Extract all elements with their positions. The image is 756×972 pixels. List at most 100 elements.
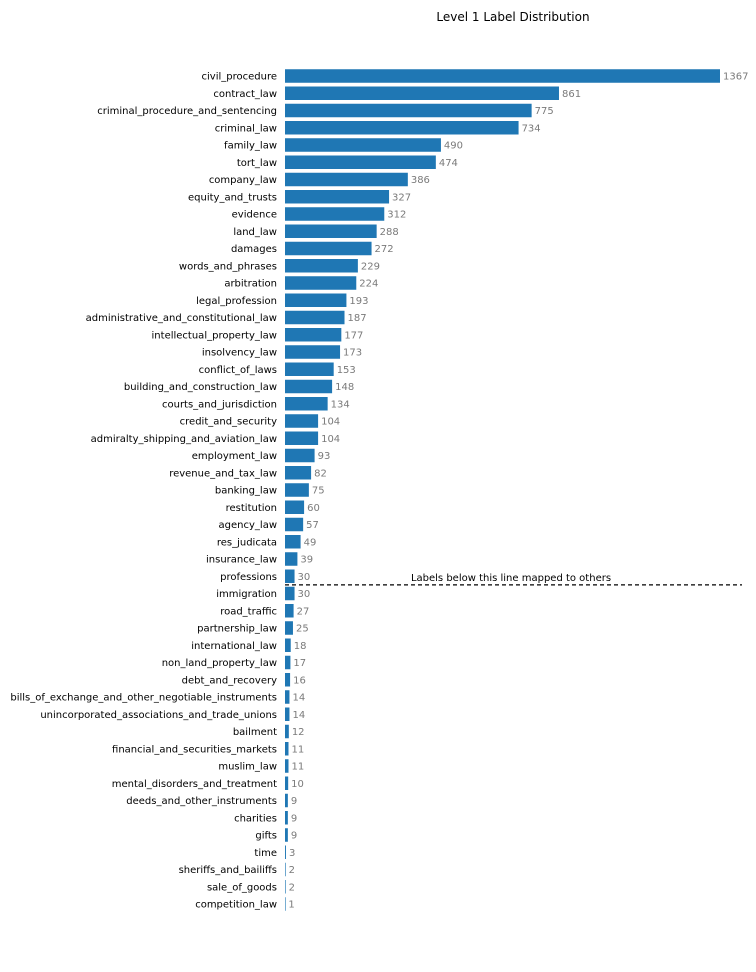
bar-sheriffs-and-bailiffs xyxy=(285,862,286,877)
bar-arbitration xyxy=(285,276,357,290)
category-label: revenue_and_tax_law xyxy=(169,468,277,479)
value-label: 224 xyxy=(359,279,378,290)
bar-non-land-property-law xyxy=(285,655,291,670)
value-label: 272 xyxy=(375,244,394,255)
bar-restitution xyxy=(285,500,305,514)
value-label: 9 xyxy=(291,813,297,824)
category-label: tort_law xyxy=(237,158,277,169)
category-label: sale_of_goods xyxy=(207,882,277,893)
bar-muslim-law xyxy=(285,759,289,773)
bar-intellectual-property-law xyxy=(285,328,342,342)
category-label: financial_and_securities_markets xyxy=(112,744,277,755)
bar-words-and-phrases xyxy=(285,259,358,273)
category-label: damages xyxy=(231,244,277,255)
value-label: 173 xyxy=(343,348,362,359)
bar-agency-law xyxy=(285,517,304,532)
value-label: 474 xyxy=(439,158,458,169)
bar-road-traffic xyxy=(285,604,294,618)
value-label: 25 xyxy=(296,624,309,635)
bar-family-law xyxy=(285,138,441,152)
category-label: family_law xyxy=(224,141,277,152)
bar-administrative-and-constitutional-law xyxy=(285,310,345,325)
bar-building-and-construction-law xyxy=(285,379,333,394)
bar-damages xyxy=(285,241,372,256)
value-label: 193 xyxy=(349,296,368,307)
bar-professions xyxy=(285,569,295,583)
bar-equity-and-trusts xyxy=(285,190,390,204)
bars-group xyxy=(285,69,720,911)
value-label: 93 xyxy=(318,451,331,462)
value-label: 27 xyxy=(297,606,310,617)
category-label: courts_and_jurisdiction xyxy=(162,399,277,410)
category-label: criminal_procedure_and_sentencing xyxy=(97,106,277,117)
category-label: non_land_property_law xyxy=(162,658,277,669)
category-label: credit_and_security xyxy=(180,417,277,428)
value-label: 3 xyxy=(289,848,295,859)
category-label: admiralty_shipping_and_aviation_law xyxy=(91,434,277,445)
bar-company-law xyxy=(285,172,408,187)
bar-partnership-law xyxy=(285,621,293,635)
category-label: legal_profession xyxy=(196,296,277,307)
value-label: 39 xyxy=(300,555,313,566)
category-label: civil_procedure xyxy=(202,72,278,83)
category-label: immigration xyxy=(216,589,277,600)
chart-title: Level 1 Label Distribution xyxy=(436,10,589,24)
value-label: 75 xyxy=(312,486,325,497)
value-label: 229 xyxy=(361,261,380,272)
value-label: 775 xyxy=(535,106,554,117)
bar-insurance-law xyxy=(285,552,298,566)
bar-legal-profession xyxy=(285,293,347,307)
value-label: 82 xyxy=(314,468,327,479)
category-label: intellectual_property_law xyxy=(152,330,277,341)
value-label: 177 xyxy=(344,330,363,341)
category-label: mental_disorders_and_treatment xyxy=(112,779,277,790)
category-labels-group: civil_procedure contract_law criminal_proc… xyxy=(10,72,277,911)
category-label: employment_law xyxy=(192,451,277,462)
category-label: muslim_law xyxy=(218,762,277,773)
bar-unincorporated-associations-and-trade-unions xyxy=(285,707,290,721)
category-label: res_judicata xyxy=(217,537,277,548)
bar-land-law xyxy=(285,224,377,238)
value-label: 134 xyxy=(331,399,350,410)
category-label: company_law xyxy=(209,175,277,186)
category-label: words_and_phrases xyxy=(179,261,277,272)
value-label: 16 xyxy=(293,675,306,686)
category-label: deeds_and_other_instruments xyxy=(126,796,277,807)
value-label: 490 xyxy=(444,141,463,152)
bar-international-law xyxy=(285,638,291,652)
value-label: 18 xyxy=(294,641,307,652)
bar-charities xyxy=(285,811,288,825)
value-label: 17 xyxy=(293,658,306,669)
category-label: gifts xyxy=(255,831,277,842)
category-label: administrative_and_constitutional_law xyxy=(86,313,277,324)
category-label: conflict_of_laws xyxy=(199,365,277,376)
value-label: 9 xyxy=(291,831,297,842)
category-label: banking_law xyxy=(215,486,277,497)
bar-revenue-and-tax-law xyxy=(285,466,312,480)
value-label: 12 xyxy=(292,727,305,738)
value-label: 148 xyxy=(335,382,354,393)
bar-insolvency-law xyxy=(285,345,341,359)
bar-res-judicata xyxy=(285,535,301,549)
value-label: 153 xyxy=(337,365,356,376)
category-label: bailment xyxy=(233,727,277,738)
bar-mental-disorders-and-treatment xyxy=(285,776,289,790)
value-label: 10 xyxy=(291,779,304,790)
bar-employment-law xyxy=(285,448,315,463)
value-label: 104 xyxy=(321,434,340,445)
value-label: 2 xyxy=(289,882,295,893)
value-label: 14 xyxy=(292,710,305,721)
bar-time xyxy=(285,845,286,859)
bar-criminal-procedure-and-sentencing xyxy=(285,103,532,118)
category-label: competition_law xyxy=(195,900,277,911)
bar-evidence xyxy=(285,207,385,221)
bar-bills-of-exchange-and-other-negotiable-instruments xyxy=(285,690,290,704)
bar-credit-and-security xyxy=(285,414,319,428)
bar-tort-law xyxy=(285,155,436,169)
category-label: insurance_law xyxy=(206,555,277,566)
category-label: charities xyxy=(234,813,277,824)
value-label: 861 xyxy=(562,89,581,100)
bar-competition-law xyxy=(285,897,286,911)
bar-courts-and-jurisdiction xyxy=(285,397,328,411)
